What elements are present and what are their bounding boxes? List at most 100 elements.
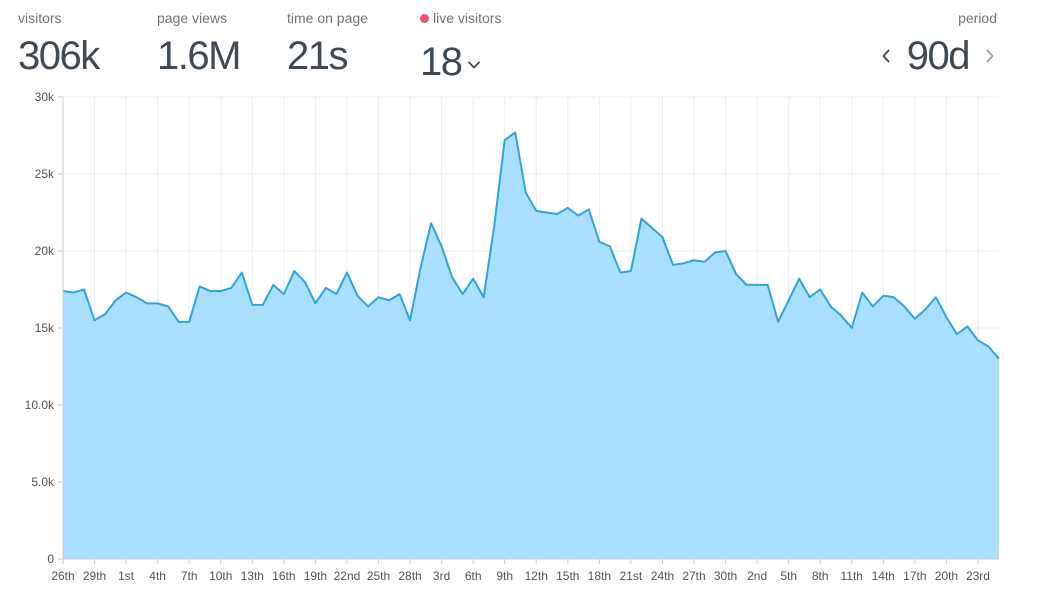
data-point[interactable] [890,293,898,301]
data-point[interactable] [637,215,645,223]
data-point[interactable] [206,287,214,295]
data-point[interactable] [469,275,477,283]
data-point[interactable] [806,293,814,301]
data-point[interactable] [511,128,519,136]
data-point[interactable] [574,212,582,220]
data-point[interactable] [301,278,309,286]
data-point[interactable] [953,330,961,338]
chevron-down-icon[interactable] [467,32,480,80]
period-selector: period 90d [879,10,997,80]
data-point[interactable] [280,290,288,298]
data-point[interactable] [911,315,919,323]
data-point[interactable] [80,286,88,294]
data-point[interactable] [501,136,509,144]
data-point[interactable] [564,204,572,212]
data-point[interactable] [669,261,677,269]
data-point[interactable] [848,324,856,332]
data-point[interactable] [459,290,467,298]
data-point[interactable] [164,302,172,310]
data-point[interactable] [259,301,267,309]
data-point[interactable] [553,210,561,218]
data-point[interactable] [879,292,887,300]
data-point[interactable] [658,233,666,241]
data-point[interactable] [143,299,151,307]
data-point[interactable] [290,267,298,275]
data-point[interactable] [343,269,351,277]
data-point[interactable] [353,292,361,300]
data-point[interactable] [490,222,498,230]
live-visitors-stat[interactable]: live visitors 18 [420,10,501,86]
data-point[interactable] [196,282,204,290]
data-point[interactable] [785,296,793,304]
data-point[interactable] [448,273,456,281]
data-point[interactable] [406,316,414,324]
data-point[interactable] [974,336,982,344]
data-point[interactable] [175,318,183,326]
data-point[interactable] [154,299,162,307]
data-point[interactable] [764,281,772,289]
data-point[interactable] [480,293,488,301]
data-point[interactable] [942,313,950,321]
data-point[interactable] [438,242,446,250]
data-point[interactable] [332,290,340,298]
data-point[interactable] [743,281,751,289]
data-point[interactable] [122,289,130,297]
data-point[interactable] [774,318,782,326]
data-point[interactable] [585,205,593,213]
data-point[interactable] [869,302,877,310]
data-point[interactable] [532,207,540,215]
x-tick-label: 20th [935,569,958,583]
data-point[interactable] [616,269,624,277]
data-point[interactable] [816,286,824,294]
data-point[interactable] [217,287,225,295]
data-point[interactable] [606,242,614,250]
data-point[interactable] [648,224,656,232]
data-point[interactable] [185,318,193,326]
time-on-page-stat[interactable]: time on page 21s [287,10,368,80]
data-point[interactable] [921,306,929,314]
data-point[interactable] [364,302,372,310]
visitors-stat[interactable]: visitors 306k [18,10,100,80]
period-value[interactable]: 90d [906,34,971,78]
data-point[interactable] [827,302,835,310]
data-point[interactable] [627,267,635,275]
data-point[interactable] [963,322,971,330]
data-point[interactable] [70,289,78,297]
data-point[interactable] [112,296,120,304]
data-point[interactable] [522,188,530,196]
data-point[interactable] [543,209,551,217]
data-point[interactable] [101,310,109,318]
data-point[interactable] [269,281,277,289]
data-point[interactable] [711,249,719,257]
data-point[interactable] [732,270,740,278]
data-point[interactable] [679,259,687,267]
data-point[interactable] [385,296,393,304]
data-point[interactable] [311,299,319,307]
data-point[interactable] [753,281,761,289]
data-point[interactable] [858,289,866,297]
data-point[interactable] [227,284,235,292]
data-point[interactable] [837,312,845,320]
chevron-right-icon[interactable] [983,47,997,65]
data-point[interactable] [795,275,803,283]
data-point[interactable] [417,264,425,272]
data-point[interactable] [375,293,383,301]
data-point[interactable] [932,293,940,301]
data-point[interactable] [900,302,908,310]
data-point[interactable] [722,247,730,255]
data-point[interactable] [238,269,246,277]
data-point[interactable] [91,316,99,324]
data-point[interactable] [248,301,256,309]
data-point[interactable] [995,355,1003,363]
data-point[interactable] [984,342,992,350]
data-point[interactable] [133,293,141,301]
chevron-left-icon[interactable] [879,47,893,65]
data-point[interactable] [322,284,330,292]
data-point[interactable] [595,238,603,246]
page-views-stat[interactable]: page views 1.6M [157,10,241,80]
data-point[interactable] [396,290,404,298]
data-point[interactable] [701,258,709,266]
data-point[interactable] [690,256,698,264]
data-point[interactable] [427,219,435,227]
